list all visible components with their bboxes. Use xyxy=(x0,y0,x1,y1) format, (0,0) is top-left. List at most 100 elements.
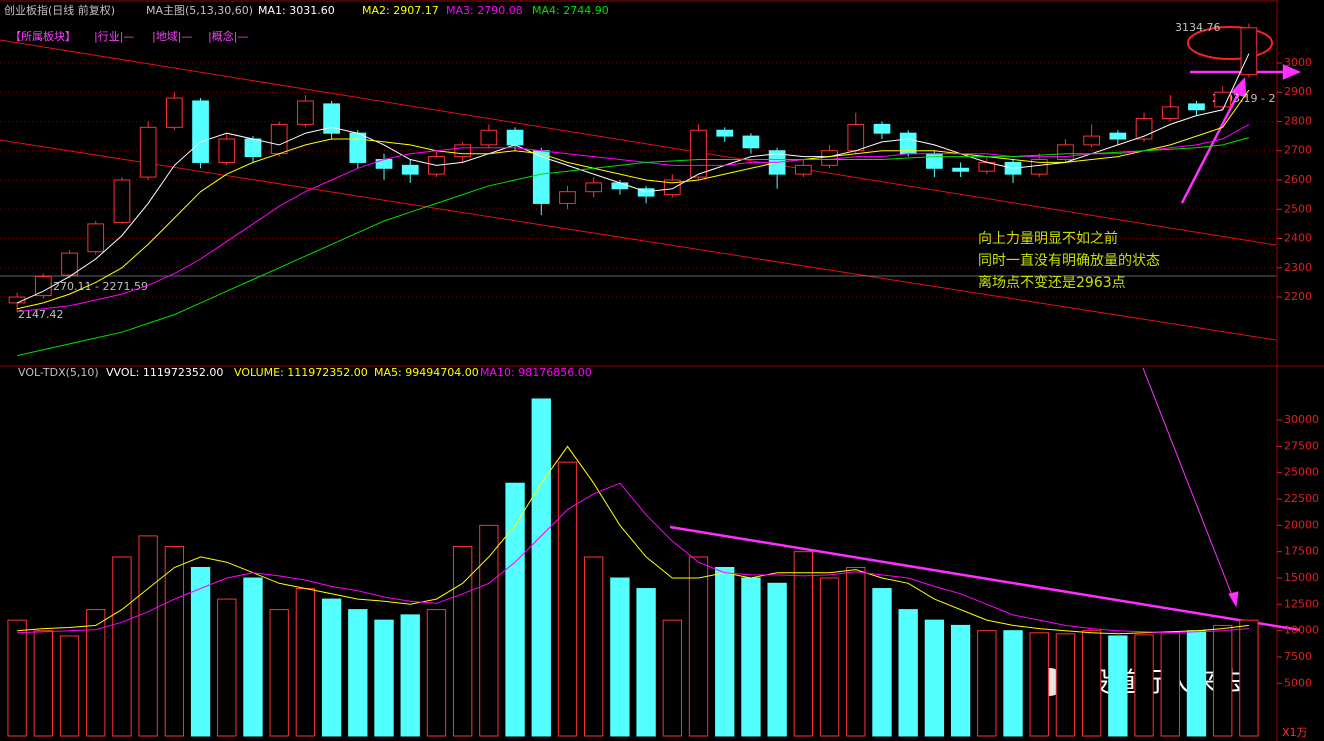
y-tick-label: 2300 xyxy=(1284,261,1312,274)
arrow xyxy=(1142,367,1234,599)
volume-bar xyxy=(190,566,211,737)
candle-body xyxy=(611,182,629,190)
candle-body xyxy=(952,167,969,172)
y-tick-label: 25000 xyxy=(1284,466,1319,479)
volume-bar xyxy=(924,619,945,737)
candle-body xyxy=(690,129,707,178)
annotation: 同时一直没有明确放量的状态 xyxy=(978,252,1160,269)
y-tick-label: 2600 xyxy=(1284,173,1312,186)
volume-bar xyxy=(819,577,840,737)
y-tick-label: 22500 xyxy=(1284,492,1319,505)
chart-subtitle: MA主图(5,13,30,60) xyxy=(146,4,253,17)
volume-bar xyxy=(793,551,814,737)
volume-bar xyxy=(977,630,997,737)
volume-bar xyxy=(1003,630,1023,737)
arrows xyxy=(669,64,1302,632)
legend-entry: MA3: 2790.08 xyxy=(446,4,523,17)
candle-body xyxy=(1030,159,1048,175)
candle-body xyxy=(1109,132,1127,140)
candle-body xyxy=(1161,106,1179,120)
tab[interactable]: |概念|— xyxy=(208,29,248,43)
candle-body xyxy=(401,164,419,175)
ma-line xyxy=(17,482,1249,634)
volume-bar xyxy=(59,635,80,737)
candle-body xyxy=(847,123,865,152)
candle-body xyxy=(742,135,760,149)
volume-bar xyxy=(33,630,53,737)
volume-bar xyxy=(531,398,551,737)
tab[interactable]: |行业|— xyxy=(94,30,134,43)
candle-body xyxy=(1083,135,1101,146)
candle-body xyxy=(716,129,734,137)
volume-bar xyxy=(846,566,866,737)
price-label: 2270.11 - 2271.59 xyxy=(46,280,148,293)
volume-bar xyxy=(898,609,918,737)
volume-bar xyxy=(217,598,237,737)
volume-bar xyxy=(505,482,525,737)
y-tick-label: 2900 xyxy=(1284,85,1312,98)
unit-label: X1万 xyxy=(1282,726,1308,739)
ma-line xyxy=(16,137,1250,357)
volume-bar xyxy=(295,588,316,737)
volume-bar xyxy=(1081,630,1102,737)
volume-bar xyxy=(741,577,761,737)
legend-entry: MA4: 2744.90 xyxy=(532,4,609,17)
y-tick-label: 5000 xyxy=(1284,676,1312,689)
candle-body xyxy=(297,100,314,125)
tab[interactable]: |地域|— xyxy=(152,30,192,43)
trend-line xyxy=(0,39,1277,246)
volume-bar xyxy=(479,524,499,737)
y-tick-label: 7500 xyxy=(1284,650,1312,663)
volume-bar xyxy=(321,598,342,737)
candle-body xyxy=(794,164,812,175)
volume-bar xyxy=(138,535,158,737)
arrow-head xyxy=(1230,76,1247,98)
candle-body xyxy=(34,276,52,297)
volume-bar xyxy=(348,609,368,737)
volume-bar xyxy=(1160,632,1180,737)
volume-bar xyxy=(688,556,709,737)
trend-line xyxy=(0,139,1277,341)
y-tick-label: 27500 xyxy=(1284,439,1319,452)
volume-bar xyxy=(164,545,185,737)
volume-bar xyxy=(400,614,420,737)
candle-body xyxy=(244,138,262,158)
volume-title: VOL-TDX(5,10) xyxy=(18,366,99,379)
volume-bar xyxy=(662,619,682,737)
volume-bar xyxy=(1108,635,1128,737)
candle-body xyxy=(349,132,367,163)
volume-bar xyxy=(636,588,656,737)
volume-bar xyxy=(1213,624,1233,737)
legend-entry: MA5: 99494704.00 xyxy=(374,366,479,379)
candle-body xyxy=(506,129,524,146)
legend-entry: MA10: 98176856.00 xyxy=(480,366,592,379)
candle-body xyxy=(113,179,131,223)
volume-bar xyxy=(950,624,971,737)
tab[interactable]: 【所属板块】 xyxy=(10,29,76,43)
legend-entry: MA2: 2907.17 xyxy=(362,4,439,17)
candle-body xyxy=(192,100,209,163)
y-tick-label: 3000 xyxy=(1284,56,1312,69)
volume-bar xyxy=(86,609,106,737)
ma-line xyxy=(17,123,1250,313)
legend-entry: VOLUME: 111972352.00 xyxy=(234,366,368,379)
legend-entry: VVOL: 111972352.00 xyxy=(106,366,223,379)
candle-body xyxy=(165,97,183,128)
candle-body xyxy=(270,123,288,155)
candle-body xyxy=(1214,91,1232,108)
annotation: 离场点不变还是2963点 xyxy=(978,274,1126,291)
volume-bar xyxy=(715,566,735,737)
volume-bar xyxy=(1239,619,1259,737)
y-tick-label: 2800 xyxy=(1284,114,1312,127)
ma-line xyxy=(16,89,1250,310)
candle-body xyxy=(926,153,943,169)
candle-body xyxy=(1057,144,1074,161)
volume-bar xyxy=(1134,634,1154,737)
price-label: 2147.42 xyxy=(18,308,64,321)
candle-body xyxy=(139,126,157,178)
y-tick-label: 30000 xyxy=(1284,413,1319,426)
volume-bar xyxy=(269,609,289,737)
volume-bar xyxy=(374,619,394,737)
